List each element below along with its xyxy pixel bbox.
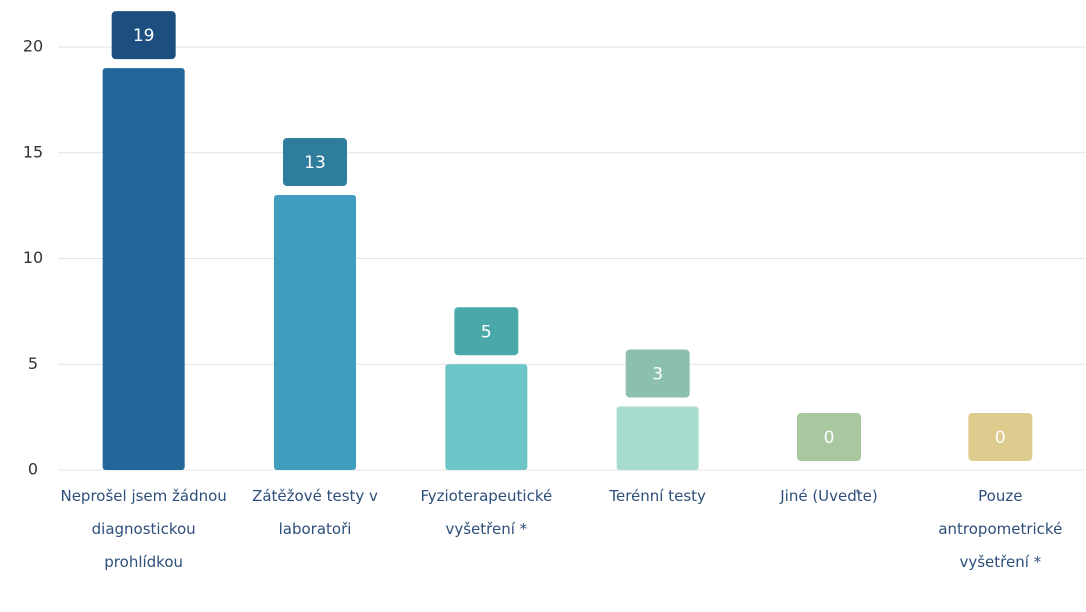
bar [102, 68, 185, 471]
value-label-box [797, 413, 861, 461]
x-tick-label: Zátěžové testy v laboratoři [252, 487, 378, 538]
y-tick-label: 5 [28, 354, 38, 373]
value-label: 0 [824, 428, 835, 448]
x-tick-label: Pouze antropometrické vyšetření * [938, 487, 1063, 571]
value-label-box [625, 349, 690, 398]
value-label-box [968, 413, 1033, 461]
value-label: 0 [995, 428, 1006, 448]
value-label-box [111, 11, 176, 60]
y-tick-label: 20 [23, 37, 43, 56]
x-tick-label: Fyzioterapeutické vyšetření * [420, 487, 553, 538]
x-tick-label: Jiné (Uveďte) [780, 487, 878, 505]
x-tick-label: Neprošel jsem žádnou diagnostickou prohl… [60, 487, 227, 571]
value-label: 5 [481, 322, 492, 342]
y-tick-label: 15 [23, 142, 43, 161]
y-tick-label: 10 [23, 248, 43, 267]
x-tick-label: Terénní testy [609, 487, 706, 505]
y-tick-label: 0 [28, 460, 38, 479]
value-label: 19 [133, 26, 155, 46]
bar [616, 406, 699, 470]
value-label-box [454, 307, 519, 356]
value-label-box [283, 138, 347, 187]
bar [445, 364, 528, 470]
value-label: 13 [304, 153, 326, 173]
bar [274, 195, 356, 471]
value-label: 3 [652, 365, 663, 385]
